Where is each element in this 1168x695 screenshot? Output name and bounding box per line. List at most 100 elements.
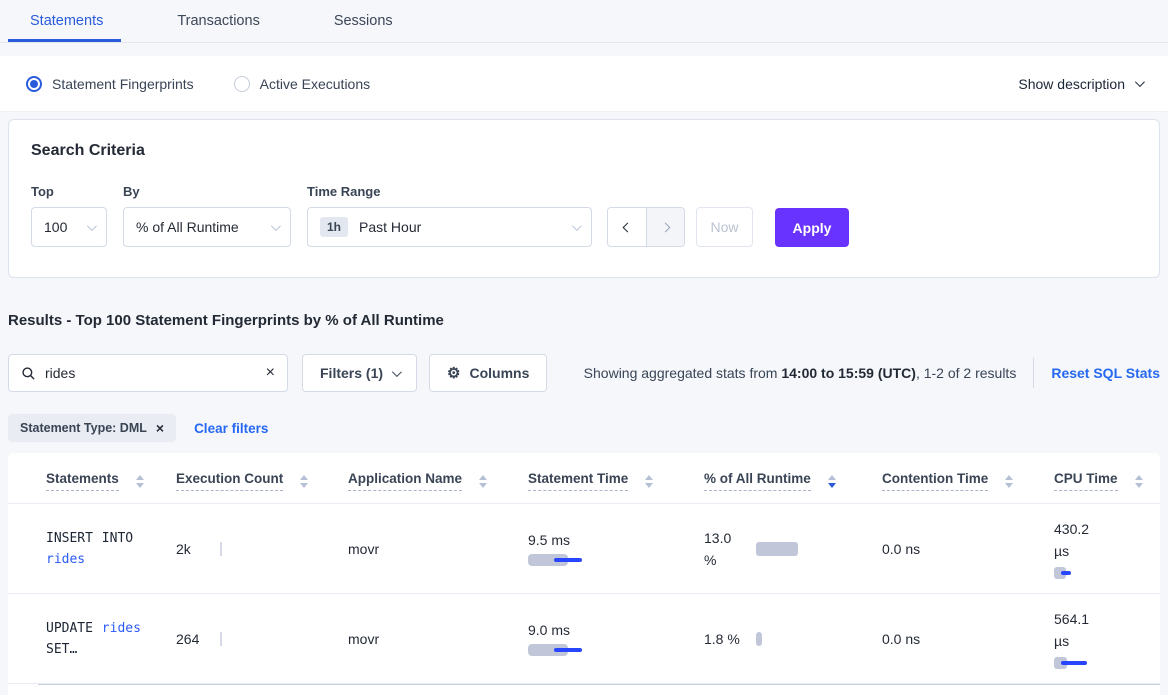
columns-button[interactable]: ⚙ Columns xyxy=(429,354,548,392)
contention-time-cell: 0.0 ns xyxy=(882,540,921,557)
chevron-right-icon xyxy=(660,222,671,232)
by-select[interactable]: % of All Runtime xyxy=(123,207,291,247)
clear-filters-link[interactable]: Clear filters xyxy=(194,420,269,436)
runtime-pct-bar xyxy=(756,541,798,556)
table-footer-divider xyxy=(38,684,1160,695)
search-criteria-title: Search Criteria xyxy=(31,142,145,159)
application-name-cell: movr xyxy=(348,540,380,557)
filter-chip-statement-type: Statement Type: DML × xyxy=(8,414,177,442)
radio-label: Active Executions xyxy=(259,75,371,92)
time-range-value: Past Hour xyxy=(359,219,422,235)
clear-search-icon[interactable]: × xyxy=(265,364,275,381)
filters-label: Filters (1) xyxy=(320,365,384,381)
search-box: × xyxy=(8,354,288,392)
header-application-name[interactable]: Application Name xyxy=(348,471,528,491)
tab-statements[interactable]: Statements xyxy=(7,2,122,42)
top-tab-bar: Statements Transactions Sessions xyxy=(0,0,1168,43)
chevron-down-icon xyxy=(1134,77,1145,88)
sort-icon xyxy=(479,474,488,488)
sort-icon xyxy=(135,474,144,488)
search-icon xyxy=(22,366,35,380)
sort-icon xyxy=(1134,474,1143,488)
remove-filter-icon[interactable]: × xyxy=(155,420,165,436)
top-select-value: 100 xyxy=(44,219,68,235)
results-heading: Results - Top 100 Statement Fingerprints… xyxy=(8,312,444,329)
header-statements[interactable]: Statements xyxy=(46,471,176,491)
table-row: UPDATE rides SET… 264 movr 9.0 ms 1.8 % … xyxy=(8,594,1160,684)
execution-count-bar xyxy=(220,631,222,646)
filter-chip-row: Statement Type: DML × Clear filters xyxy=(8,414,1160,442)
time-range-badge: 1h xyxy=(320,217,349,237)
vertical-divider xyxy=(1033,358,1035,388)
table-row: INSERT INTO rides 2k movr 9.5 ms 13.0 % … xyxy=(8,504,1160,594)
time-range-field: Time Range 1h Past Hour xyxy=(291,184,592,247)
statement-time-cell: 9.5 ms xyxy=(528,532,704,566)
header-runtime-pct[interactable]: % of All Runtime xyxy=(704,471,882,491)
radio-unselected-icon xyxy=(233,75,250,92)
stats-text: Showing aggregated stats from 14:00 to 1… xyxy=(583,365,1017,381)
sort-icon xyxy=(300,474,309,488)
search-criteria-card: Search Criteria Top 100 By % of All Runt… xyxy=(8,119,1160,278)
header-statement-time[interactable]: Statement Time xyxy=(528,471,704,491)
statement-cell: UPDATE rides SET… xyxy=(46,620,141,657)
top-select[interactable]: 100 xyxy=(31,207,107,247)
cpu-time-cell: 430.2 µs xyxy=(1054,518,1130,579)
top-field: Top 100 xyxy=(31,184,107,247)
execution-count-bar xyxy=(220,541,222,556)
show-description-label: Show description xyxy=(1018,75,1125,92)
cpu-time-bar xyxy=(1054,567,1130,579)
contention-time-cell: 0.0 ns xyxy=(882,630,921,647)
execution-count-cell: 2k xyxy=(176,541,348,557)
chevron-down-icon xyxy=(86,220,97,231)
runtime-pct-cell: 1.8 % xyxy=(704,628,882,650)
statement-link[interactable]: rides xyxy=(46,551,86,567)
statement-time-bar xyxy=(528,553,704,566)
stats-area: Showing aggregated stats from 14:00 to 1… xyxy=(584,358,1160,388)
runtime-pct-bar xyxy=(756,631,762,646)
by-field: By % of All Runtime xyxy=(107,184,291,247)
radio-active-executions[interactable]: Active Executions xyxy=(233,75,371,92)
radio-label: Statement Fingerprints xyxy=(52,75,194,92)
view-toggle-row: Statement Fingerprints Active Executions… xyxy=(0,56,1168,112)
sort-icon xyxy=(1005,474,1014,488)
header-contention-time[interactable]: Contention Time xyxy=(882,471,1054,491)
results-controls-row: × Filters (1) ⚙ Columns Showing aggregat… xyxy=(8,354,1160,392)
chevron-left-icon xyxy=(622,222,632,232)
tab-sessions[interactable]: Sessions xyxy=(333,13,393,29)
search-criteria-form: Top 100 By % of All Runtime Time Range 1… xyxy=(31,184,1137,247)
time-prev-button[interactable] xyxy=(608,208,646,246)
reset-sql-stats-link[interactable]: Reset SQL Stats xyxy=(1051,365,1160,381)
by-select-value: % of All Runtime xyxy=(136,219,239,235)
header-execution-count[interactable]: Execution Count xyxy=(176,471,348,491)
cpu-time-cell: 564.1 µs xyxy=(1054,608,1130,669)
chevron-down-icon xyxy=(391,366,402,377)
runtime-pct-cell: 13.0 % xyxy=(704,527,882,571)
statement-cell: INSERT INTO rides xyxy=(46,530,134,567)
time-next-button[interactable] xyxy=(646,208,684,246)
chevron-down-icon xyxy=(270,220,281,231)
header-cpu-time[interactable]: CPU Time xyxy=(1054,471,1143,491)
apply-button[interactable]: Apply xyxy=(775,208,849,247)
statement-time-cell: 9.0 ms xyxy=(528,622,704,656)
filters-button[interactable]: Filters (1) xyxy=(302,354,418,392)
time-range-select[interactable]: 1h Past Hour xyxy=(307,207,592,247)
filter-chip-label: Statement Type: DML xyxy=(20,421,147,435)
radio-statement-fingerprints[interactable]: Statement Fingerprints xyxy=(26,75,194,92)
chevron-down-icon xyxy=(571,220,582,231)
time-range-label: Time Range xyxy=(307,184,381,199)
search-input[interactable] xyxy=(45,365,257,381)
now-button[interactable]: Now xyxy=(696,207,753,247)
show-description-toggle[interactable]: Show description xyxy=(1018,75,1145,92)
by-label: By xyxy=(123,184,140,199)
tab-transactions[interactable]: Transactions xyxy=(177,13,260,29)
application-name-cell: movr xyxy=(348,630,380,647)
statement-time-bar xyxy=(528,643,704,656)
cpu-time-bar xyxy=(1054,657,1130,669)
gear-icon: ⚙ xyxy=(447,364,461,382)
time-nav-group xyxy=(607,207,685,247)
top-label: Top xyxy=(31,184,54,199)
table-header-row: Statements Execution Count Application N… xyxy=(8,453,1160,504)
statement-link[interactable]: rides xyxy=(101,620,141,636)
radio-selected-icon xyxy=(26,75,42,92)
execution-count-cell: 264 xyxy=(176,631,348,647)
